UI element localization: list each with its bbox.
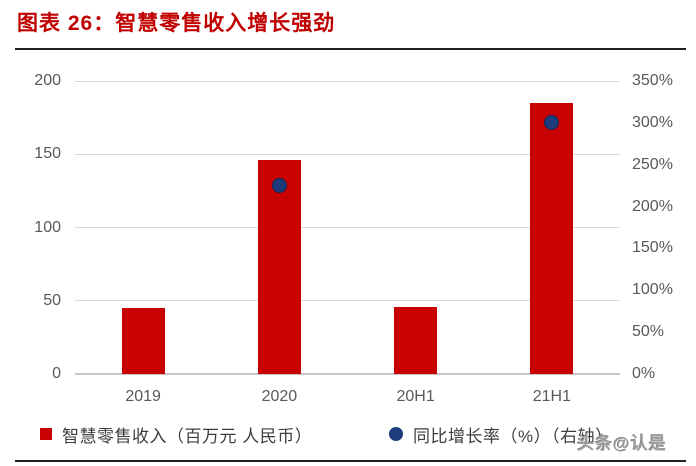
- right-axis-tick: 300%: [632, 113, 673, 131]
- right-axis-tick: 150%: [632, 239, 673, 257]
- left-axis-tick: 150: [34, 145, 61, 163]
- bar-2019: [121, 308, 165, 374]
- x-axis-label-2019: 2019: [125, 388, 161, 405]
- chart-title: 图表 26：智慧零售收入增长强劲: [17, 12, 336, 35]
- legend-label-growth: 同比增长率（%）（右轴）: [413, 426, 613, 446]
- x-axis-label-2020: 2020: [261, 388, 298, 405]
- x-axis-label-21H1: 21H1: [532, 388, 571, 405]
- gridline: [75, 227, 620, 228]
- left-axis-tick: 50: [43, 291, 61, 309]
- bar-series-swatch-icon: [40, 428, 52, 440]
- right-axis-tick: 100%: [632, 281, 673, 299]
- x-axis-label-20H1: 20H1: [396, 388, 435, 405]
- legend-label-revenue: 智慧零售收入（百万元 人民币）: [62, 426, 313, 446]
- right-axis-tick: 350%: [632, 72, 673, 89]
- right-axis-tick: 250%: [632, 155, 673, 173]
- left-axis-tick: 200: [34, 72, 61, 89]
- gridline: [75, 80, 620, 82]
- bar-2020: [257, 160, 301, 374]
- right-axis-tick: 200%: [632, 197, 673, 215]
- bar-20H1: [394, 306, 438, 374]
- legend-item-revenue: 智慧零售收入（百万元 人民币）: [40, 423, 313, 446]
- scatter-series-swatch-icon: [389, 427, 403, 441]
- title-underline: [15, 48, 686, 50]
- growth-dot-21H1: [544, 115, 560, 131]
- right-axis-tick: 0%: [632, 365, 656, 382]
- x-axis-line: [75, 373, 620, 375]
- left-axis-tick: 0: [52, 365, 61, 382]
- legend-item-growth: 同比增长率（%）（右轴）: [389, 423, 613, 446]
- right-axis-tick: 50%: [632, 323, 665, 341]
- plot-area: 0 50 100 150 200 0% 50% 100% 150% 200% 250% 300% 350…: [34, 72, 673, 405]
- left-axis-tick: 100: [34, 218, 61, 236]
- gridline: [75, 300, 620, 302]
- bottom-rule: [15, 460, 686, 462]
- growth-dot-2020: [271, 178, 287, 194]
- gridline: [75, 153, 620, 155]
- legend: 智慧零售收入（百万元 人民币） 同比增长率（%）（右轴）: [0, 423, 696, 446]
- watermark: 头条@认是: [577, 434, 667, 453]
- bar-21H1: [530, 102, 574, 374]
